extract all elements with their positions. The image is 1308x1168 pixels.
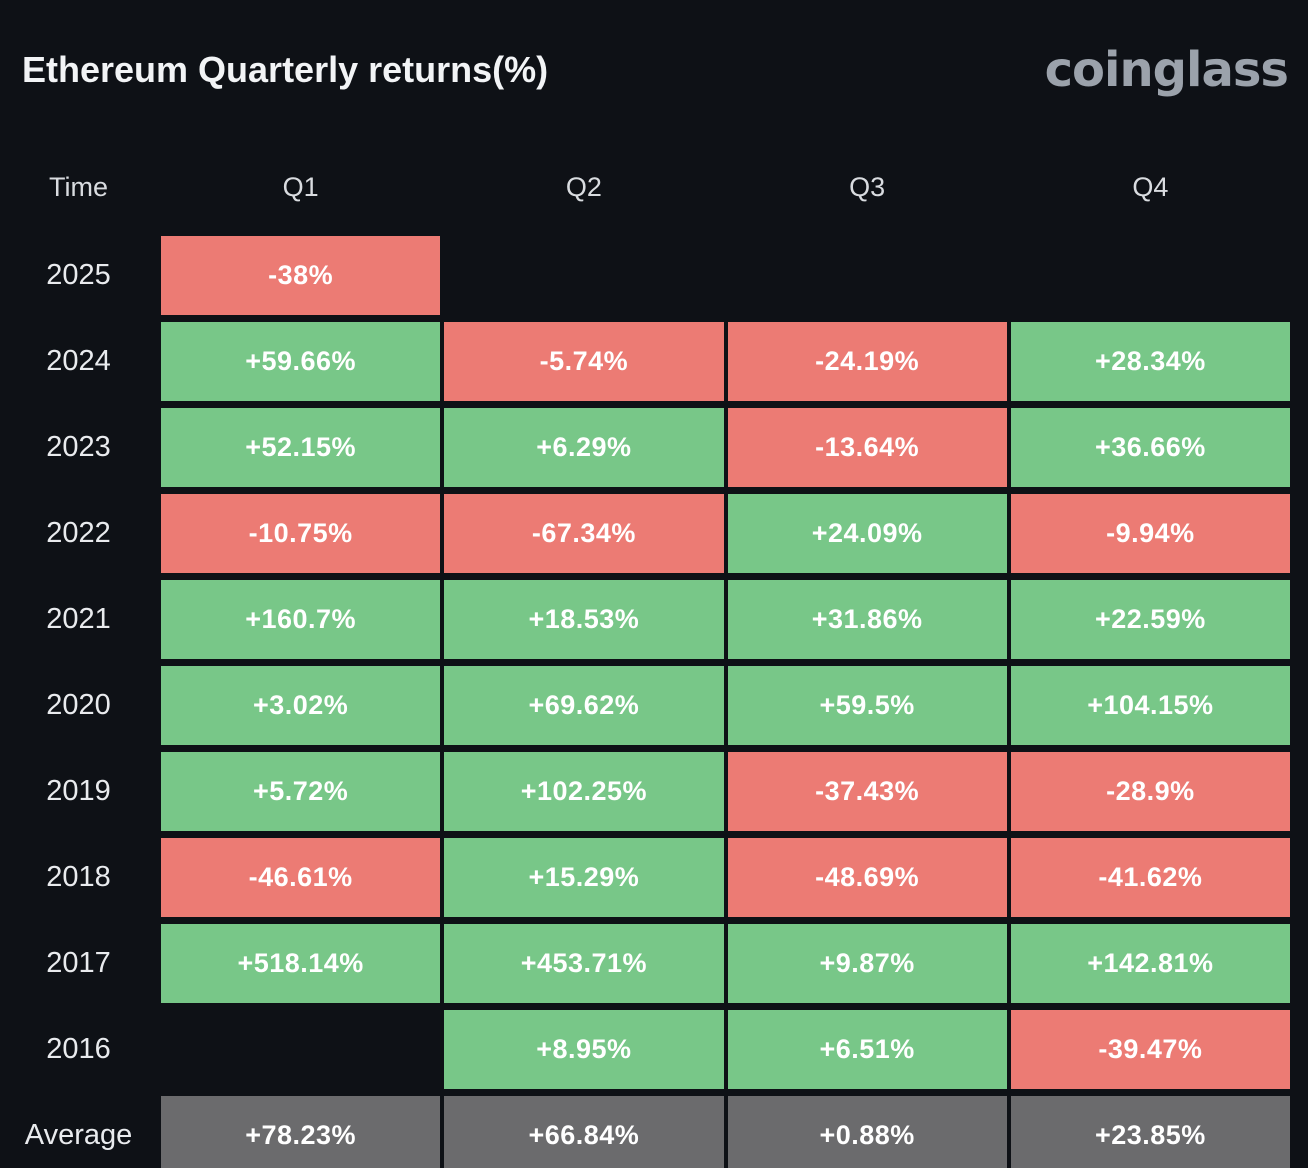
column-header-q3: Q3 bbox=[849, 171, 886, 202]
row-label-2016: 2016 bbox=[46, 1033, 111, 1065]
row-label-2022: 2022 bbox=[46, 517, 111, 549]
row-label-2024: 2024 bbox=[46, 345, 111, 377]
return-cell-2022-q1: -10.75% bbox=[161, 494, 441, 573]
return-cell-2020-q2: +69.62% bbox=[444, 666, 724, 745]
empty-cell-2025-q2 bbox=[444, 236, 723, 315]
row-label-2021: 2021 bbox=[46, 603, 111, 635]
topbar: Ethereum Quarterly returns(%) coinglass bbox=[0, 0, 1308, 98]
return-cell-2016-q3: +6.51% bbox=[727, 1010, 1007, 1089]
return-cell-2022-q3: +24.09% bbox=[727, 494, 1007, 573]
column-header-q1: Q1 bbox=[282, 171, 319, 202]
return-cell-2024-q4: +28.34% bbox=[1010, 322, 1290, 401]
page-title: Ethereum Quarterly returns(%) bbox=[22, 49, 549, 90]
row-label-2025: 2025 bbox=[46, 259, 111, 291]
row-label-2023: 2023 bbox=[46, 431, 111, 463]
return-cell-2016-q4: -39.47% bbox=[1010, 1010, 1290, 1089]
return-cell-2017-q4: +142.81% bbox=[1010, 924, 1290, 1003]
return-cell-2022-q2: -67.34% bbox=[444, 494, 724, 573]
return-cell-2023-q4: +36.66% bbox=[1010, 408, 1290, 487]
return-cell-2023-q1: +52.15% bbox=[161, 408, 441, 487]
return-cell-2018-q4: -41.62% bbox=[1010, 838, 1290, 917]
return-cell-2024-q1: +59.66% bbox=[161, 322, 441, 401]
return-cell-2023-q3: -13.64% bbox=[727, 408, 1007, 487]
return-cell-2022-q4: -9.94% bbox=[1010, 494, 1290, 573]
return-cell-2021-q2: +18.53% bbox=[444, 580, 724, 659]
return-cell-2021-q4: +22.59% bbox=[1010, 580, 1290, 659]
empty-cell-2025-q4 bbox=[1011, 236, 1290, 315]
return-cell-average-q3: +0.88% bbox=[727, 1096, 1007, 1168]
empty-cell-2025-q3 bbox=[728, 236, 1007, 315]
column-header-time: Time bbox=[49, 171, 108, 202]
return-cell-average-q4: +23.85% bbox=[1010, 1096, 1290, 1168]
row-label-2020: 2020 bbox=[46, 689, 111, 721]
returns-table: Time Q1 Q2 Q3 Q4 2025 -38% 2024 +59.66% -5.7… bbox=[0, 150, 1290, 1168]
return-cell-2019-q2: +102.25% bbox=[444, 752, 724, 831]
return-cell-2024-q3: -24.19% bbox=[727, 322, 1007, 401]
empty-cell-2016-q1 bbox=[161, 1010, 440, 1089]
coinglass-logo: coinglass bbox=[1044, 42, 1289, 98]
return-cell-2021-q3: +31.86% bbox=[727, 580, 1007, 659]
row-label-2017: 2017 bbox=[46, 947, 111, 979]
return-cell-2025-q1: -38% bbox=[161, 236, 441, 315]
row-label-2018: 2018 bbox=[46, 861, 111, 893]
return-cell-average-q1: +78.23% bbox=[161, 1096, 441, 1168]
return-cell-2024-q2: -5.74% bbox=[444, 322, 724, 401]
return-cell-2017-q2: +453.71% bbox=[444, 924, 724, 1003]
return-cell-2019-q4: -28.9% bbox=[1010, 752, 1290, 831]
return-cell-2017-q3: +9.87% bbox=[727, 924, 1007, 1003]
row-label-2019: 2019 bbox=[46, 775, 111, 807]
return-cell-2020-q1: +3.02% bbox=[161, 666, 441, 745]
return-cell-2018-q2: +15.29% bbox=[444, 838, 724, 917]
return-cell-2018-q1: -46.61% bbox=[161, 838, 441, 917]
return-cell-2019-q3: -37.43% bbox=[727, 752, 1007, 831]
return-cell-2021-q1: +160.7% bbox=[161, 580, 441, 659]
return-cell-2018-q3: -48.69% bbox=[727, 838, 1007, 917]
return-cell-2017-q1: +518.14% bbox=[161, 924, 441, 1003]
return-cell-2016-q2: +8.95% bbox=[444, 1010, 724, 1089]
return-cell-2020-q3: +59.5% bbox=[727, 666, 1007, 745]
column-header-q4: Q4 bbox=[1132, 171, 1169, 202]
return-cell-2023-q2: +6.29% bbox=[444, 408, 724, 487]
column-header-q2: Q2 bbox=[565, 171, 602, 202]
return-cell-2019-q1: +5.72% bbox=[161, 752, 441, 831]
return-cell-2020-q4: +104.15% bbox=[1010, 666, 1290, 745]
return-cell-average-q2: +66.84% bbox=[444, 1096, 724, 1168]
row-label-average: Average bbox=[24, 1119, 133, 1151]
